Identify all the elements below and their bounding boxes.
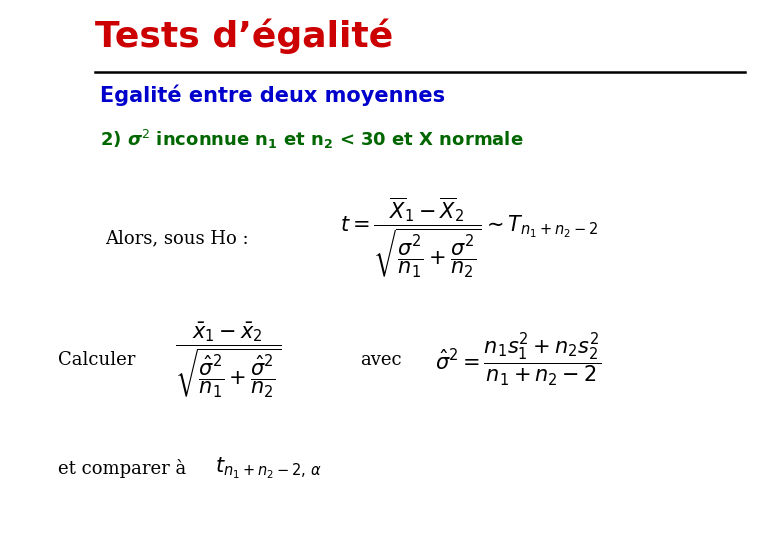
Text: Egalité entre deux moyennes: Egalité entre deux moyennes (100, 85, 445, 106)
Text: Alors, sous Ho :: Alors, sous Ho : (105, 229, 249, 247)
Text: $\hat{\sigma}^2 = \dfrac{n_1 s_1^2 + n_2 s_2^2}{n_1 + n_2 - 2}$: $\hat{\sigma}^2 = \dfrac{n_1 s_1^2 + n_2… (435, 332, 601, 389)
Text: Calculer: Calculer (58, 351, 136, 369)
Text: $t = \dfrac{\overline{X}_1 - \overline{X}_2}{\sqrt{\dfrac{\sigma^2}{n_1} + \dfra: $t = \dfrac{\overline{X}_1 - \overline{X… (340, 196, 598, 280)
Text: avec: avec (360, 351, 402, 369)
Text: 2) $\boldsymbol{\sigma}^2$ inconnue $\mathbf{n_1}$ et $\mathbf{n_2}$ < 30 et X n: 2) $\boldsymbol{\sigma}^2$ inconnue $\ma… (100, 128, 523, 151)
Text: et comparer à: et comparer à (58, 458, 186, 477)
Text: Tests d’égalité: Tests d’égalité (95, 18, 393, 53)
Text: $t_{n_1+n_2-2,\,\alpha}$: $t_{n_1+n_2-2,\,\alpha}$ (215, 455, 322, 481)
Text: $\dfrac{\bar{x}_1 - \bar{x}_2}{\sqrt{\dfrac{\hat{\sigma}^2}{n_1} + \dfrac{\hat{\: $\dfrac{\bar{x}_1 - \bar{x}_2}{\sqrt{\df… (175, 320, 281, 400)
